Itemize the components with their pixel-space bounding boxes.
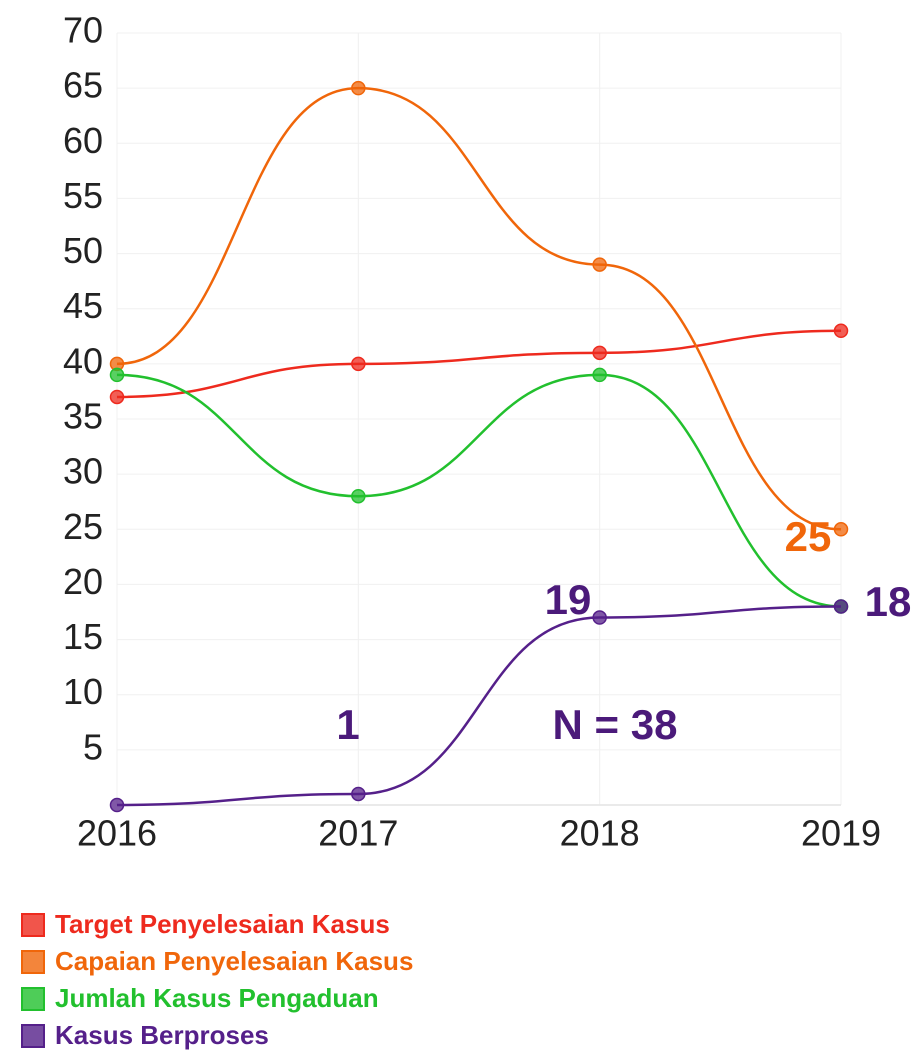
y-tick-label: 30 — [63, 451, 103, 492]
point — [833, 522, 849, 537]
legend-label: Kasus Berproses — [55, 1020, 269, 1050]
point — [592, 345, 607, 361]
annotation: 25 — [785, 513, 832, 560]
x-tick-label: 2018 — [560, 813, 640, 854]
point — [351, 488, 366, 504]
y-tick-label: 10 — [63, 671, 103, 712]
legend-label: Capaian Penyelesaian Kasus — [55, 946, 413, 976]
x-tick-label: 2016 — [77, 813, 157, 854]
point — [109, 389, 125, 405]
point — [833, 323, 849, 339]
annotation: 18 — [865, 578, 912, 625]
y-tick-label: 60 — [63, 120, 103, 161]
y-tick-label: 40 — [63, 340, 103, 381]
annotation: 1 — [336, 701, 359, 748]
y-tick-label: 70 — [63, 10, 103, 51]
series-line — [116, 329, 842, 399]
y-tick-label: 25 — [63, 506, 103, 547]
point — [592, 257, 607, 272]
point — [592, 367, 607, 383]
legend-label: Target Penyelesaian Kasus — [55, 909, 390, 939]
y-tick-label: 15 — [63, 616, 103, 657]
series-line — [116, 605, 842, 807]
point — [833, 599, 849, 614]
y-tick-label: 5 — [83, 726, 103, 767]
x-tick-label: 2019 — [801, 813, 881, 854]
series-line — [116, 86, 842, 531]
y-tick-label: 55 — [63, 175, 103, 216]
legend-swatch — [21, 1024, 45, 1048]
y-tick-label: 50 — [63, 230, 103, 271]
point — [351, 80, 366, 96]
legend-swatch — [21, 950, 45, 974]
y-tick-label: 20 — [63, 561, 103, 602]
y-tick-label: 35 — [63, 396, 103, 437]
annotation: N = 38 — [553, 701, 678, 748]
legend-label: Jumlah Kasus Pengaduan — [55, 983, 379, 1013]
point — [109, 367, 125, 383]
point — [351, 786, 366, 802]
x-tick-label: 2017 — [318, 813, 398, 854]
annotation: 19 — [545, 576, 592, 623]
series-line — [116, 373, 842, 608]
legend-swatch — [21, 987, 45, 1011]
legend-swatch — [21, 913, 45, 937]
y-tick-label: 45 — [63, 285, 103, 326]
point — [109, 797, 125, 813]
y-tick-label: 65 — [63, 65, 103, 106]
point — [351, 356, 366, 372]
point — [592, 610, 607, 625]
